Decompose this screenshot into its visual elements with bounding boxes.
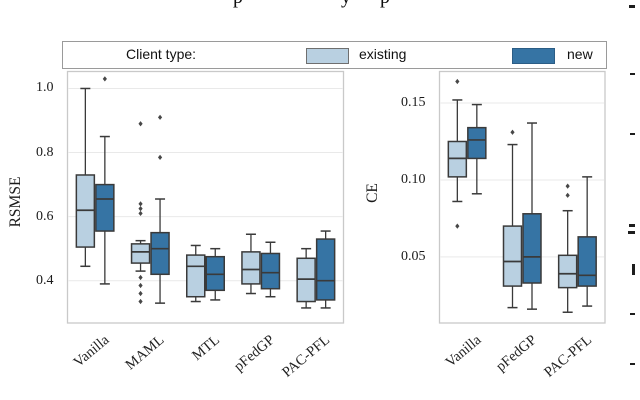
ytick-label: 1.0	[36, 80, 54, 96]
outlier-diamond	[510, 129, 515, 135]
box-pFedGP-existing	[502, 129, 523, 309]
box-MAML-new	[150, 114, 170, 304]
outlier-diamond	[138, 201, 143, 207]
ytick-label: 0.8	[36, 144, 54, 160]
cropped-edge-mark	[628, 231, 635, 234]
box-MTL-existing	[186, 244, 206, 303]
cropped-edge-mark	[630, 133, 635, 135]
ytick-label: 0.15	[401, 95, 426, 111]
box-MAML-existing	[130, 121, 151, 305]
cropped-glyph-fragment: y	[341, 0, 351, 9]
box-Vanilla-existing	[75, 87, 96, 268]
outlier-diamond	[455, 78, 460, 85]
cropped-glyph-fragment: p	[233, 0, 243, 9]
y-axis-label-rsmse: RSMSE	[7, 176, 24, 228]
box-PAC-PFL-new	[315, 230, 336, 309]
ytick-label: 0.6	[36, 208, 54, 224]
plot-0	[66, 70, 345, 324]
outlier-diamond	[138, 206, 143, 212]
ytick-label: 0.4	[36, 272, 54, 288]
box-PAC-PFL-new	[577, 176, 597, 307]
outlier-diamond	[138, 274, 143, 281]
legend-swatch-existing	[306, 48, 349, 64]
outlier-diamond	[138, 210, 143, 217]
outlier-diamond	[102, 76, 107, 82]
legend-title: Client type:	[126, 46, 197, 62]
legend-label-existing: existing	[359, 46, 407, 62]
outlier-diamond	[138, 121, 143, 127]
outlier-diamond	[138, 290, 143, 297]
cropped-edge-mark	[629, 224, 635, 227]
box-pFedGP-new	[260, 241, 281, 298]
legend-swatch-new	[512, 48, 555, 64]
y-axis-label-ce: CE	[364, 183, 381, 203]
outlier-diamond	[138, 282, 143, 289]
box-Vanilla-existing	[447, 78, 468, 229]
cropped-glyph-fragment: p	[380, 0, 390, 9]
outlier-diamond	[565, 183, 570, 189]
cropped-edge-mark	[629, 5, 635, 8]
ytick-label: 0.05	[401, 248, 426, 264]
outlier-diamond	[138, 298, 143, 305]
box-pFedGP-new	[522, 122, 542, 310]
cropped-edge-mark	[630, 363, 635, 365]
cropped-edge-mark	[630, 313, 635, 315]
outlier-diamond	[455, 223, 460, 229]
outlier-diamond	[565, 192, 570, 198]
outlier-diamond	[157, 114, 163, 120]
box-MTL-new	[205, 247, 225, 301]
box-Vanilla-new	[95, 76, 115, 285]
cropped-edge-mark	[632, 264, 635, 275]
box-Vanilla-new	[467, 103, 487, 195]
ytick-label: 0.10	[401, 171, 426, 187]
legend: Client type: existing new	[62, 41, 607, 69]
box-pFedGP-existing	[241, 233, 261, 295]
plot-1	[438, 70, 606, 324]
box-PAC-PFL-existing	[296, 247, 316, 309]
outlier-diamond	[157, 154, 163, 160]
legend-label-new: new	[567, 46, 593, 62]
cropped-edge-mark	[630, 73, 635, 75]
box-PAC-PFL-existing	[557, 183, 578, 313]
